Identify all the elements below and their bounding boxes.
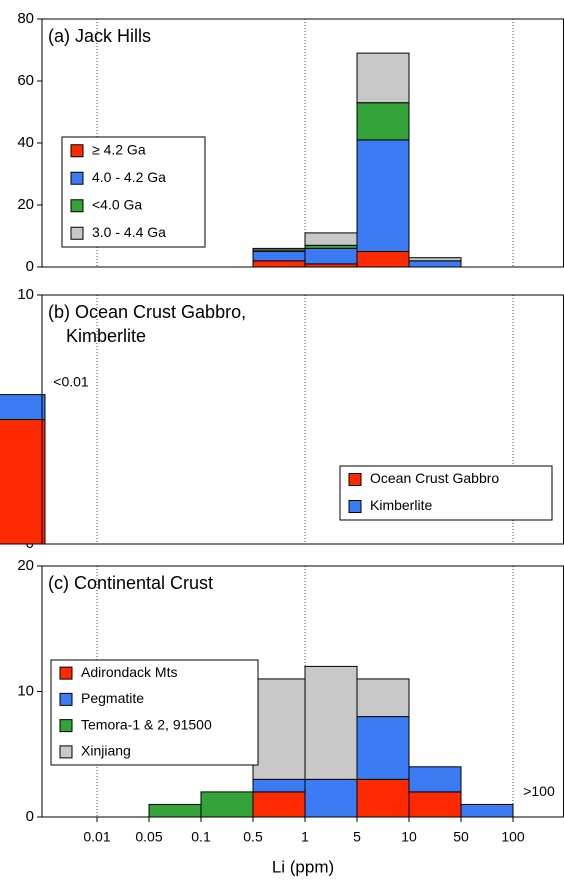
legend-label: Pegmatite xyxy=(81,690,144,706)
panel-title: (b) Ocean Crust Gabbro, xyxy=(48,302,246,322)
y-tick-label: 0 xyxy=(26,258,34,275)
legend-label: ≥ 4.2 Ga xyxy=(92,141,146,157)
bar xyxy=(252,678,306,780)
legend-swatch xyxy=(70,226,84,240)
legend-label: Adirondack Mts xyxy=(81,664,177,680)
legend-label: 4.0 - 4.2 Ga xyxy=(92,169,166,185)
bin-label: >100 xyxy=(523,783,555,799)
legend-label: Ocean Crust Gabbro xyxy=(370,470,499,486)
bar xyxy=(408,766,462,793)
bar xyxy=(356,52,410,104)
x-tick-label: 100 xyxy=(501,829,525,845)
x-tick-label: 10 xyxy=(401,829,417,845)
panel-title: (c) Continental Crust xyxy=(48,573,213,593)
x-tick-label: 5 xyxy=(353,829,361,845)
y-tick-label: 10 xyxy=(17,286,34,303)
legend-label: <4.0 Ga xyxy=(92,196,142,212)
legend-label: Temora-1 & 2, 91500 xyxy=(81,716,212,732)
bar xyxy=(252,251,306,262)
x-tick-label: 0.5 xyxy=(243,829,263,845)
legend-swatch xyxy=(59,692,73,706)
y-tick-label: 0 xyxy=(26,808,34,825)
bar xyxy=(0,394,46,421)
bar xyxy=(408,257,462,262)
bar xyxy=(356,678,410,718)
legend-swatch xyxy=(59,666,73,680)
legend-swatch xyxy=(59,719,73,733)
bar xyxy=(356,716,410,780)
legend-swatch xyxy=(70,171,84,185)
x-tick-label: 50 xyxy=(453,829,469,845)
bar xyxy=(252,778,306,793)
bar xyxy=(304,232,358,246)
bar xyxy=(252,260,306,268)
y-tick-label: 80 xyxy=(17,10,34,27)
x-tick-label: 0.1 xyxy=(191,829,211,845)
bar xyxy=(304,778,358,818)
bar xyxy=(252,247,306,251)
legend-label: Xinjiang xyxy=(81,743,131,759)
panel-title: (a) Jack Hills xyxy=(48,26,151,46)
x-tick-label: 1 xyxy=(301,829,309,845)
bar xyxy=(460,803,514,818)
bar xyxy=(304,665,358,780)
bar xyxy=(304,247,358,265)
legend-box xyxy=(61,136,206,248)
y-tick-label: 60 xyxy=(17,72,34,89)
y-tick-label: 20 xyxy=(17,557,34,574)
bar xyxy=(356,251,410,268)
y-tick-label: 40 xyxy=(17,134,34,151)
bin-label: <0.01 xyxy=(53,373,89,389)
x-tick-label: 0.01 xyxy=(83,829,110,845)
bar xyxy=(148,803,202,818)
legend-swatch xyxy=(70,144,84,158)
bar xyxy=(252,791,306,818)
x-axis-label: Li (ppm) xyxy=(272,857,334,876)
bar xyxy=(356,778,410,818)
legend-label: Kimberlite xyxy=(370,497,432,513)
panel-title: Kimberlite xyxy=(66,326,146,346)
legend-swatch xyxy=(59,745,73,759)
bar xyxy=(0,419,46,545)
y-tick-label: 20 xyxy=(17,196,34,213)
bar xyxy=(356,102,410,141)
legend-label: 3.0 - 4.4 Ga xyxy=(92,224,166,240)
bar xyxy=(408,791,462,818)
bar xyxy=(200,791,254,818)
y-tick-label: 10 xyxy=(17,682,34,699)
bar xyxy=(356,139,410,252)
legend-swatch xyxy=(348,473,362,486)
legend-swatch xyxy=(70,199,84,213)
legend-swatch xyxy=(348,500,362,513)
legend-box xyxy=(339,465,553,521)
bar xyxy=(408,260,462,268)
x-tick-label: 0.05 xyxy=(135,829,162,845)
legend-box xyxy=(50,659,259,766)
